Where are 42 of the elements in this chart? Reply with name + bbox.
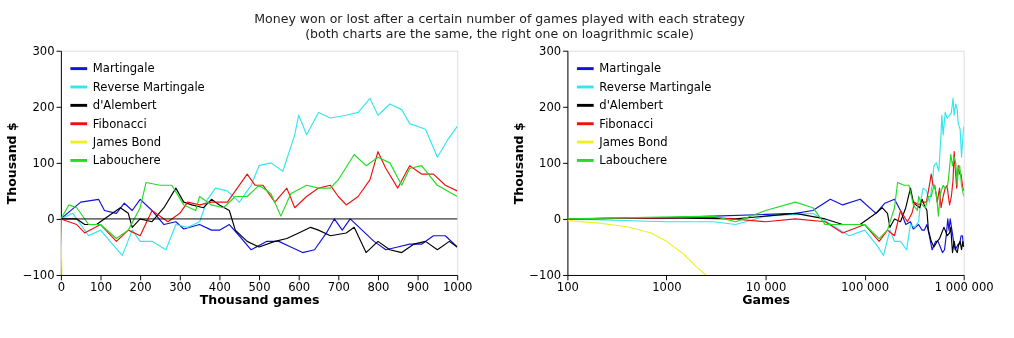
text: Money won or lost after a certain number of games played with each strategy [254,11,746,27]
y-axis-title: Thousand $ [3,122,19,205]
y-axis-title: Thousand $ [510,122,526,205]
legend-label: d'Alembert [92,98,158,113]
legend-label: Reverse Martingale [599,79,712,94]
x-tick-label: 700 [327,279,350,294]
x-tick-label: 1 000 000 [934,279,994,294]
y-tick-label: 200 [32,100,55,115]
x-tick-label: 1000 [652,279,682,294]
x-axis-title: Thousand games [199,292,320,308]
legend-label: James Bond [598,134,668,149]
legend-label: Labouchere [92,153,161,168]
x-tick-label: 500 [248,279,271,294]
y-tick-label: 100 [539,156,562,171]
x-tick-label: 1000 [442,279,473,294]
y-tick-label: 300 [32,44,55,59]
x-tick-label: 300 [169,279,192,294]
y-tick-label: −100 [22,268,55,283]
legend-label: Fibonacci [92,116,147,131]
x-tick-label: 600 [288,279,311,294]
legend-label: Martingale [599,61,662,76]
x-tick-label: 10 000 [745,279,787,294]
x-tick-label: 900 [407,279,430,294]
y-tick-label: 200 [539,100,562,115]
x-tick-label: 100 [89,279,113,294]
legend-label: Martingale [92,61,155,76]
x-tick-label: 200 [129,279,152,294]
legend-label: James Bond [91,134,162,149]
legend-label: Reverse Martingale [92,79,205,94]
x-axis-title: Games [742,292,790,308]
y-tick-label: 100 [32,156,55,171]
x-tick-label: 400 [208,279,231,294]
y-tick-label: 0 [553,212,562,227]
y-tick-label: 0 [47,212,55,227]
legend-label: Fibonacci [599,116,654,131]
legend-label: Labouchere [599,153,668,168]
x-tick-label: 0 [57,279,66,294]
x-tick-label: 800 [367,279,390,294]
x-tick-label: 100 000 [841,279,890,294]
y-tick-label: 300 [539,44,562,59]
text: (both charts are the same, the right one on loagrithmic scale) [305,25,694,41]
legend-label: d'Alembert [599,98,664,113]
